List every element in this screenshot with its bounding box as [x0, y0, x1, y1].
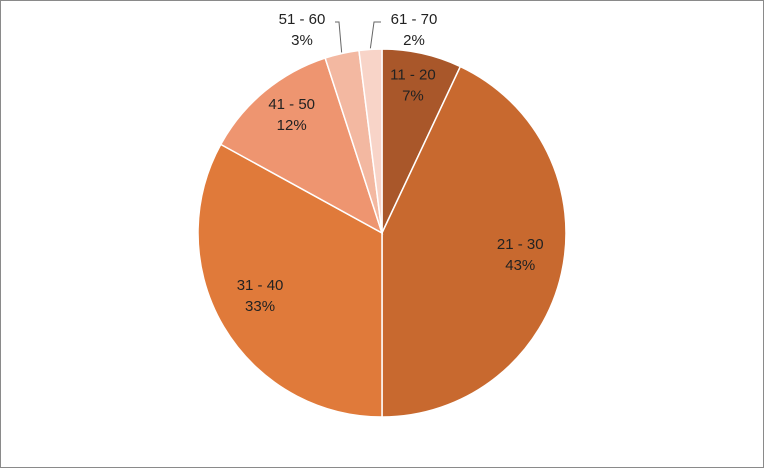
slice-category-label: 61 - 70: [391, 11, 438, 28]
slice-category-label: 31 - 40: [237, 277, 284, 294]
slice-value-label: 3%: [291, 32, 313, 49]
pie-slice: [381, 65, 567, 418]
leader-line: [335, 21, 343, 53]
leader-line: [369, 21, 381, 49]
slice-category-label: 11 - 20: [390, 67, 436, 84]
pie-slice: [219, 57, 384, 235]
slice-category-label: 51 - 60: [279, 11, 326, 28]
slice-value-label: 2%: [403, 32, 425, 49]
slice-value-label: 43%: [505, 257, 535, 274]
pie-slice: [358, 48, 383, 234]
slice-value-label: 12%: [277, 117, 307, 134]
slice-category-label: 21 - 30: [497, 236, 544, 253]
slice-value-label: 33%: [245, 298, 275, 315]
slice-value-label: 7%: [402, 88, 424, 105]
pie-slice: [197, 143, 383, 418]
slice-category-label: 41 - 50: [268, 96, 315, 113]
